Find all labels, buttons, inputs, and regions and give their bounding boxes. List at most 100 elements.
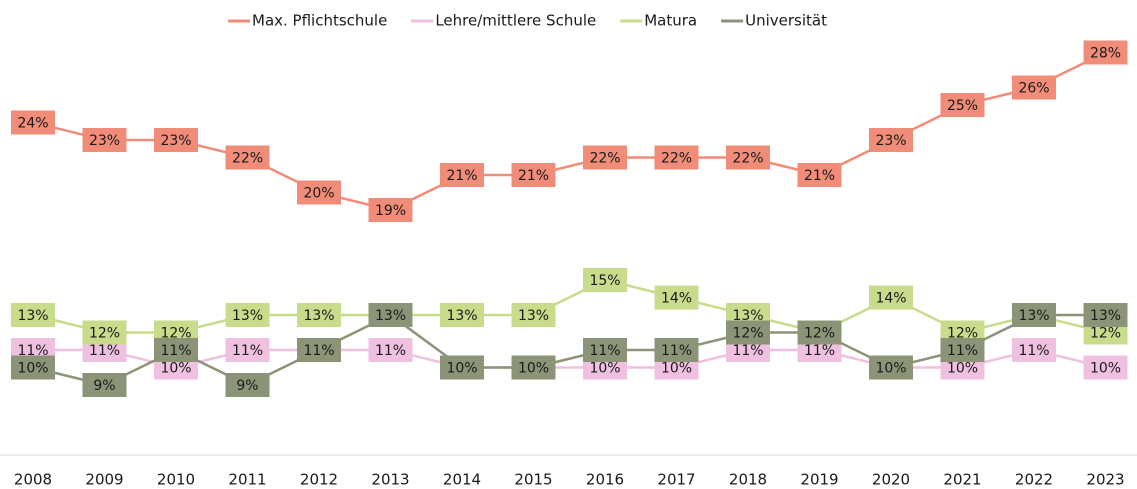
data-label-text: 15%	[589, 273, 620, 289]
data-label: 11%	[583, 338, 627, 362]
data-label-text: 13%	[303, 308, 334, 324]
data-label-box	[797, 320, 842, 345]
data-label-text: 13%	[732, 308, 763, 324]
data-label-box	[1012, 75, 1056, 100]
data-label: 21%	[440, 163, 484, 187]
data-label: 13%	[11, 303, 55, 327]
data-label-text: 23%	[89, 133, 120, 149]
data-label: 25%	[940, 93, 985, 117]
data-label-box	[511, 303, 556, 327]
legend-label: Max. Pflichtschule	[252, 12, 387, 30]
data-label-box	[654, 338, 699, 362]
legend-label: Matura	[644, 12, 697, 30]
data-label: 19%	[368, 198, 413, 222]
data-label: 11%	[654, 338, 699, 362]
data-label-box	[1012, 338, 1056, 362]
data-label-box	[440, 163, 484, 187]
data-label: 11%	[297, 338, 341, 362]
x-tick-label: 2011	[228, 471, 266, 489]
data-label-box	[440, 303, 484, 327]
data-label-text: 12%	[1090, 326, 1121, 342]
data-label: 11%	[1012, 338, 1056, 362]
data-label-text: 21%	[446, 168, 477, 184]
legend: Max. Pflichtschule Lehre/mittlere Schule M…	[228, 12, 827, 30]
data-label-box	[583, 338, 627, 362]
data-label: 21%	[511, 163, 556, 187]
data-label-text: 10%	[518, 361, 549, 377]
data-label-text: 11%	[804, 343, 835, 359]
data-label-box	[654, 145, 699, 170]
data-label-box	[297, 303, 341, 327]
x-tick-label: 2019	[800, 471, 838, 489]
data-label-box	[1083, 303, 1128, 327]
data-label-text: 22%	[661, 151, 692, 167]
data-label: 15%	[583, 268, 627, 292]
data-label: 10%	[869, 355, 913, 380]
data-label-text: 11%	[661, 343, 692, 359]
data-label: 11%	[225, 338, 270, 362]
data-label: 23%	[869, 128, 913, 152]
data-label: 13%	[297, 303, 341, 327]
data-label-text: 23%	[160, 133, 191, 149]
data-label-text: 10%	[446, 361, 477, 377]
series-line	[32, 313, 1106, 387]
data-label-text: 22%	[589, 151, 620, 167]
data-label-box	[297, 180, 341, 205]
data-label-box	[869, 128, 913, 152]
data-label-box	[797, 163, 842, 187]
data-label: 14%	[869, 285, 913, 310]
data-label-text: 13%	[518, 308, 549, 324]
data-label-text: 10%	[1090, 361, 1121, 377]
x-tick-label: 2014	[443, 471, 481, 489]
data-label: 12%	[797, 320, 842, 345]
data-label: 12%	[726, 320, 770, 345]
data-label-box	[11, 110, 55, 135]
data-label-text: 13%	[17, 308, 48, 324]
x-tick-label: 2016	[586, 471, 624, 489]
data-label: 10%	[11, 355, 55, 380]
data-label-box	[154, 338, 198, 362]
data-label-box	[82, 320, 127, 345]
data-label: 22%	[654, 145, 699, 170]
data-label: 10%	[440, 355, 484, 380]
data-label-box	[82, 128, 127, 152]
data-label-text: 12%	[804, 326, 835, 342]
data-label-text: 19%	[375, 203, 406, 219]
data-label-text: 12%	[947, 326, 978, 342]
data-label-box	[154, 128, 198, 152]
data-label: 9%	[225, 373, 270, 397]
data-label-box	[1012, 303, 1056, 327]
data-label-text: 11%	[17, 343, 48, 359]
data-label-box	[82, 373, 127, 397]
data-label-text: 10%	[661, 361, 692, 377]
data-label-text: 22%	[732, 151, 763, 167]
data-label: 20%	[297, 180, 341, 205]
data-label-box	[297, 338, 341, 362]
data-label-text: 11%	[1018, 343, 1049, 359]
data-label-box	[368, 198, 413, 222]
data-label-text: 12%	[732, 326, 763, 342]
data-label-text: 20%	[303, 186, 334, 202]
x-tick-label: 2013	[371, 471, 409, 489]
data-label-text: 10%	[589, 361, 620, 377]
series-line	[32, 51, 1107, 212]
data-label-text: 11%	[732, 343, 763, 359]
data-label-text: 13%	[375, 308, 406, 324]
data-label: 23%	[82, 128, 127, 152]
data-label: 13%	[225, 303, 270, 327]
data-label-text: 25%	[947, 98, 978, 114]
data-label: 14%	[654, 285, 699, 310]
data-label: 10%	[1083, 355, 1128, 380]
data-label: 10%	[511, 355, 556, 380]
x-tick-label: 2023	[1086, 471, 1124, 489]
data-label-box	[225, 373, 270, 397]
data-label-text: 14%	[875, 291, 906, 307]
x-tick-label: 2022	[1015, 471, 1053, 489]
data-label-box	[583, 145, 627, 170]
data-label-box	[1083, 355, 1128, 380]
data-label: 22%	[726, 145, 770, 170]
data-label-text: 10%	[160, 361, 191, 377]
data-label: 23%	[154, 128, 198, 152]
data-label-text: 13%	[1090, 308, 1121, 324]
data-label-text: 10%	[875, 361, 906, 377]
